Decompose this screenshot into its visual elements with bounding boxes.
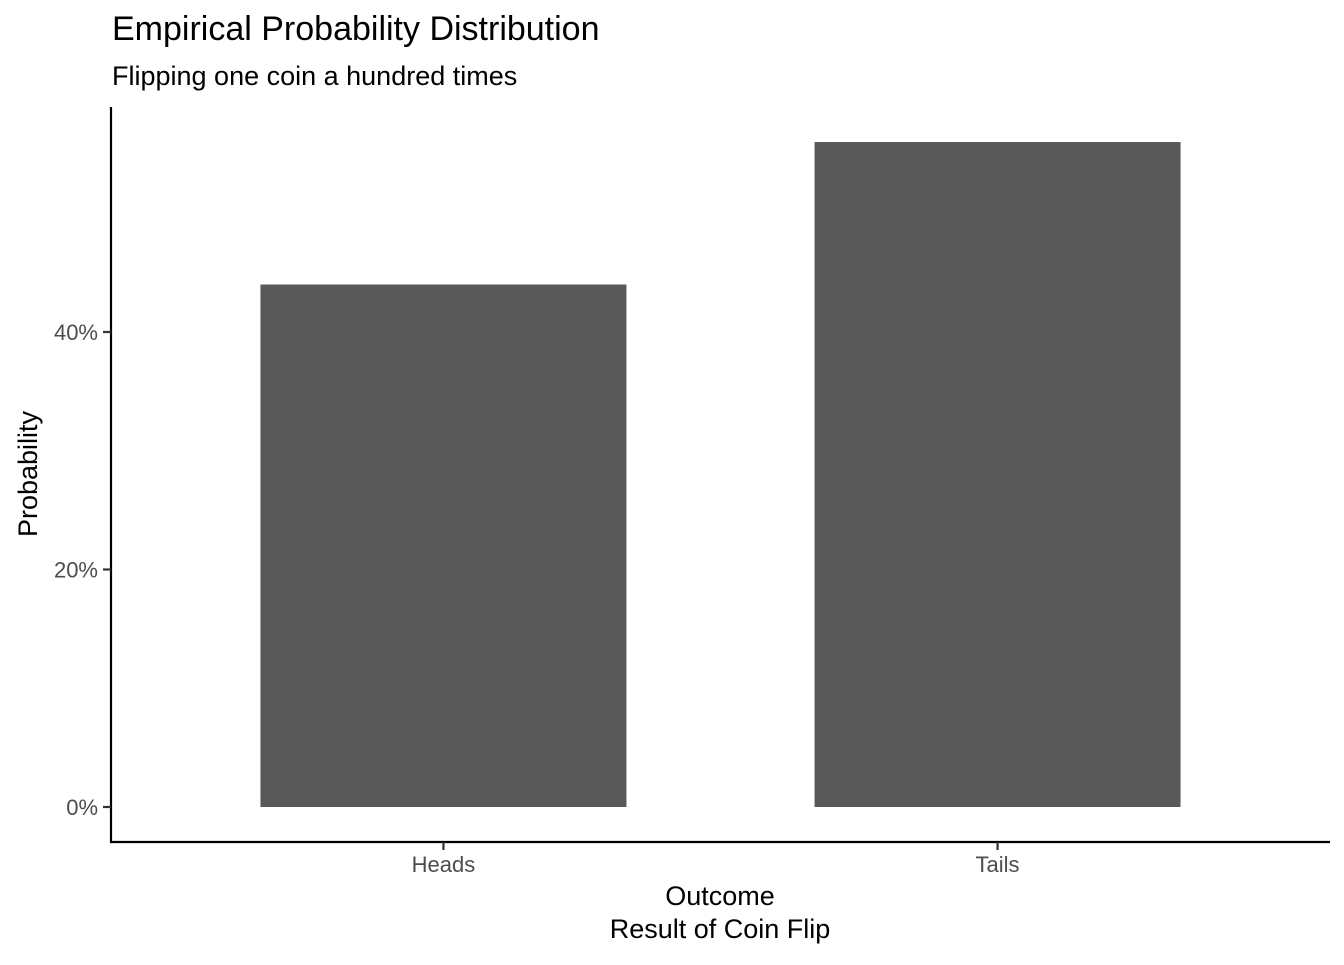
chart-title: Empirical Probability Distribution bbox=[112, 10, 600, 48]
x-axis-subtitle: Result of Coin Flip bbox=[610, 914, 831, 944]
bar-heads bbox=[260, 284, 627, 807]
x-tick-label: Heads bbox=[412, 852, 476, 877]
x-tick-label: Tails bbox=[976, 852, 1020, 877]
chart-subtitle: Flipping one coin a hundred times bbox=[112, 61, 517, 91]
x-ticks-layer: Heads Tails bbox=[412, 842, 1020, 877]
y-axis-title: Probability bbox=[13, 410, 43, 537]
x-axis-title: Outcome bbox=[665, 881, 775, 911]
y-tick-label: 0% bbox=[66, 795, 98, 820]
y-ticks-layer: 0% 20% 40% bbox=[54, 320, 111, 820]
y-tick-label: 20% bbox=[54, 558, 98, 583]
bars-layer bbox=[260, 142, 1181, 807]
y-tick-label: 40% bbox=[54, 320, 98, 345]
bar-tails bbox=[814, 142, 1181, 807]
